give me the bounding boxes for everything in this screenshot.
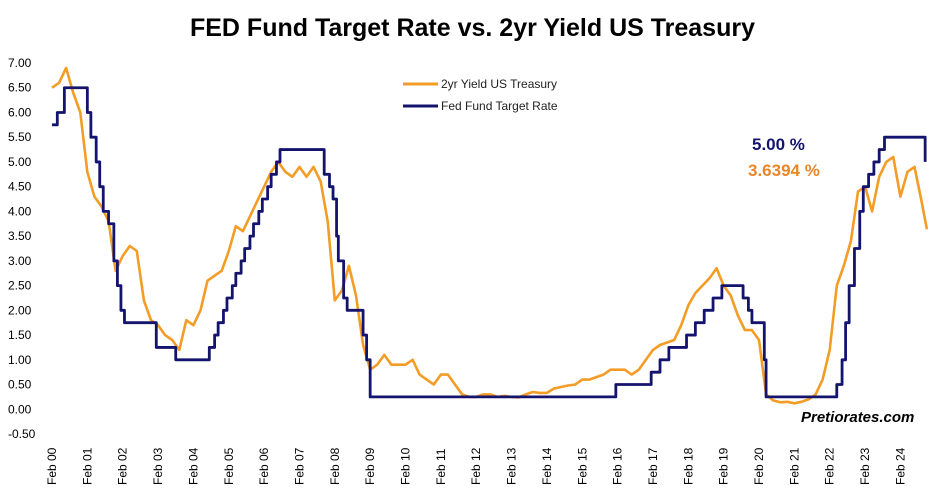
y-tick-label: 7.00 xyxy=(8,56,32,70)
x-tick-label: Feb 04 xyxy=(186,447,200,485)
y-tick-label: 5.00 xyxy=(8,155,32,169)
x-tick-label: Feb 10 xyxy=(399,447,413,485)
y-tick-label: 0.00 xyxy=(8,402,32,416)
legend-label-fed: Fed Fund Target Rate xyxy=(441,99,558,113)
x-tick-label: Feb 22 xyxy=(823,447,837,485)
y-tick-label: 6.00 xyxy=(8,105,32,119)
x-tick-label: Feb 20 xyxy=(752,447,766,485)
y-tick-label: 3.50 xyxy=(8,229,32,243)
y-tick-label: 1.00 xyxy=(8,353,32,367)
x-tick-label: Feb 16 xyxy=(611,447,625,485)
yield-latest-callout: 3.6394 % xyxy=(748,161,820,180)
x-tick-label: Feb 14 xyxy=(540,447,554,485)
y-tick-label: 1.50 xyxy=(8,328,32,342)
x-tick-label: Feb 17 xyxy=(646,447,660,485)
x-tick-label: Feb 24 xyxy=(893,447,907,485)
fed-latest-callout: 5.00 % xyxy=(752,135,805,154)
x-tick-label: Feb 07 xyxy=(292,447,306,485)
x-tick-label: Feb 15 xyxy=(575,447,589,485)
series-layer xyxy=(51,66,929,405)
y-tick-label: 5.50 xyxy=(8,130,32,144)
x-tick-label: Feb 11 xyxy=(434,448,448,485)
y-axis: 7.00 6.50 6.00 5.50 5.00 4.50 4.00 3.50 3.00 2.50… xyxy=(8,56,36,441)
x-tick-label: Feb 18 xyxy=(681,447,695,485)
y-tick-label: 4.00 xyxy=(8,204,32,218)
legend-label-2yr: 2yr Yield US Treasury xyxy=(441,77,557,91)
x-tick-label: Feb 01 xyxy=(80,447,94,485)
x-tick-label: Feb 12 xyxy=(469,447,483,485)
x-tick-label: Feb 23 xyxy=(858,447,872,485)
x-axis: Feb 00 Feb 01 Feb 02 Feb 03 Feb 04 Feb 05 Feb … xyxy=(45,447,907,485)
x-tick-label: Feb 21 xyxy=(787,447,801,485)
y-tick-label: 2.00 xyxy=(8,303,32,317)
x-tick-label: Feb 05 xyxy=(222,447,236,485)
y-tick-label: 3.00 xyxy=(8,254,32,268)
series-line-fed-target xyxy=(52,86,927,399)
chart-title: FED Fund Target Rate vs. 2yr Yield US Tr… xyxy=(189,14,755,42)
x-tick-label: Feb 13 xyxy=(505,447,519,485)
y-tick-label: -0.50 xyxy=(8,427,36,441)
x-tick-label: Feb 06 xyxy=(257,447,271,485)
y-tick-label: 2.50 xyxy=(8,279,32,293)
y-tick-label: 0.50 xyxy=(8,378,32,392)
x-tick-label: Feb 08 xyxy=(328,447,342,485)
x-tick-label: Feb 19 xyxy=(717,447,731,485)
x-tick-label: Feb 09 xyxy=(363,447,377,485)
y-tick-label: 4.50 xyxy=(8,180,32,194)
x-tick-label: Feb 00 xyxy=(45,447,59,485)
x-tick-label: Feb 02 xyxy=(116,447,130,485)
series-line-2yr-yield xyxy=(51,66,929,405)
x-tick-label: Feb 03 xyxy=(151,447,165,485)
watermark: Pretiorates.com xyxy=(801,409,914,426)
legend: 2yr Yield US Treasury Fed Fund Target Ra… xyxy=(403,77,558,113)
y-tick-label: 6.50 xyxy=(8,81,32,95)
